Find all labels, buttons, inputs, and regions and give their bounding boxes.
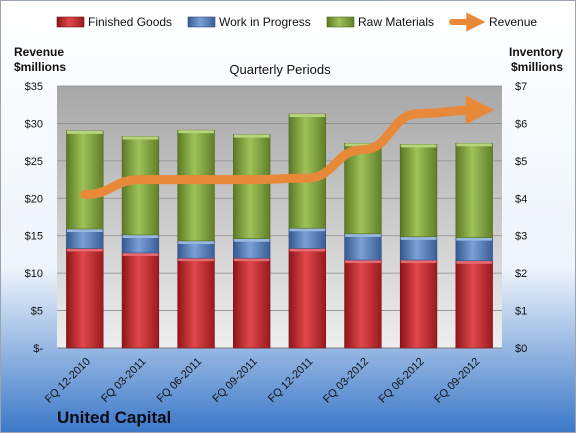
bar-cap-work-in-progress-fq-09-2011 xyxy=(233,238,270,242)
left-axis-title-line1: Revenue xyxy=(14,45,64,59)
bar-cap-work-in-progress-fq-03-2011 xyxy=(122,234,159,238)
left-axis-title-line2: $millions xyxy=(14,60,66,74)
bar-cap-finished-goods-fq-06-2011 xyxy=(178,258,214,262)
right-axis-ticks: $0 $1 $2 $3 $4 $5 $6 $7 xyxy=(515,81,527,355)
bar-cap-raw-materials-fq-09-2011 xyxy=(233,134,270,138)
right-tick-label: $2 xyxy=(515,268,527,280)
right-tick-label: $0 xyxy=(515,343,527,355)
left-tick-label: $10 xyxy=(25,268,43,280)
bar-finished-goods-fq-06-2012 xyxy=(399,259,438,349)
bar-cap-finished-goods-fq-12-2011 xyxy=(289,248,326,252)
bar-cap-finished-goods-fq-06-2012 xyxy=(400,260,437,264)
left-tick-label: $- xyxy=(33,343,43,355)
bar-cap-finished-goods-fq-03-2012 xyxy=(345,260,381,264)
bar-finished-goods-fq-12-2011 xyxy=(288,248,326,349)
right-axis-title-line1: Inventory xyxy=(509,45,563,59)
left-tick-label: $35 xyxy=(25,81,43,93)
right-tick-label: $3 xyxy=(515,231,527,243)
bar-cap-raw-materials-fq-06-2012 xyxy=(400,144,437,148)
right-tick-label: $6 xyxy=(515,118,527,130)
bar-finished-goods-fq-06-2011 xyxy=(177,257,215,349)
bar-raw-materials-fq-06-2012 xyxy=(399,144,438,238)
bar-cap-raw-materials-fq-12-2010 xyxy=(66,130,103,134)
left-tick-label: $15 xyxy=(25,231,43,243)
right-axis-title-line2: $millions xyxy=(511,60,563,74)
left-tick-label: $30 xyxy=(25,118,43,130)
bar-cap-work-in-progress-fq-03-2012 xyxy=(345,233,381,237)
bar-cap-finished-goods-fq-03-2011 xyxy=(122,252,159,256)
legend-swatch-raw-materials xyxy=(326,16,355,28)
chart-subtitle: Quarterly Periods xyxy=(229,62,331,77)
bar-raw-materials-fq-06-2011 xyxy=(177,129,215,242)
legend-label-revenue: Revenue xyxy=(489,15,537,29)
left-tick-label: $5 xyxy=(31,306,43,318)
bar-work-in-progress-fq-09-2012 xyxy=(455,237,493,262)
bar-finished-goods-fq-03-2011 xyxy=(121,252,160,349)
bar-cap-finished-goods-fq-09-2012 xyxy=(456,260,493,264)
bar-cap-work-in-progress-fq-09-2012 xyxy=(456,237,493,241)
bar-finished-goods-fq-03-2012 xyxy=(344,259,382,349)
bar-cap-finished-goods-fq-09-2011 xyxy=(233,258,270,262)
bar-cap-raw-materials-fq-03-2011 xyxy=(122,136,159,140)
legend-swatch-finished-goods xyxy=(56,16,85,28)
bar-finished-goods-fq-12-2010 xyxy=(66,248,104,349)
bar-raw-materials-fq-09-2011 xyxy=(233,134,271,240)
bar-cap-work-in-progress-fq-06-2011 xyxy=(178,240,214,244)
bar-cap-work-in-progress-fq-12-2011 xyxy=(289,228,326,232)
right-tick-label: $1 xyxy=(515,306,527,318)
bars-group xyxy=(66,113,493,349)
left-tick-label: $25 xyxy=(25,156,43,168)
revenue-line xyxy=(80,95,495,200)
bar-finished-goods-fq-09-2012 xyxy=(455,260,493,349)
bar-cap-work-in-progress-fq-12-2010 xyxy=(66,228,103,232)
left-tick-label: $20 xyxy=(25,193,43,205)
legend-swatch-work-in-progress xyxy=(187,16,216,28)
right-tick-label: $7 xyxy=(515,81,527,93)
bar-raw-materials-fq-12-2010 xyxy=(66,130,104,230)
bar-work-in-progress-fq-03-2012 xyxy=(344,233,382,261)
bar-raw-materials-fq-03-2011 xyxy=(121,136,160,236)
bar-raw-materials-fq-09-2012 xyxy=(455,142,493,238)
bar-cap-raw-materials-fq-09-2012 xyxy=(456,143,493,147)
bar-cap-raw-materials-fq-12-2011 xyxy=(289,114,326,118)
bar-cap-work-in-progress-fq-06-2012 xyxy=(400,236,437,240)
right-tick-label: $4 xyxy=(515,193,527,205)
bar-work-in-progress-fq-06-2012 xyxy=(399,236,438,261)
legend-label-finished-goods: Finished Goods xyxy=(88,15,172,29)
legend: Finished Goods Work in Progress Raw Mate… xyxy=(56,12,537,32)
bar-cap-raw-materials-fq-03-2012 xyxy=(345,143,381,147)
bar-work-in-progress-fq-12-2011 xyxy=(288,227,326,249)
legend-label-work-in-progress: Work in Progress xyxy=(219,15,311,29)
bar-cap-finished-goods-fq-12-2010 xyxy=(66,248,103,252)
right-tick-label: $5 xyxy=(515,156,527,168)
legend-label-raw-materials: Raw Materials xyxy=(358,15,434,29)
left-axis-ticks: $- $5 $10 $15 $20 $25 $30 $35 xyxy=(25,81,44,355)
company-name: United Capital xyxy=(57,408,171,427)
bar-finished-goods-fq-09-2011 xyxy=(233,257,271,349)
bar-cap-raw-materials-fq-06-2011 xyxy=(178,130,214,134)
